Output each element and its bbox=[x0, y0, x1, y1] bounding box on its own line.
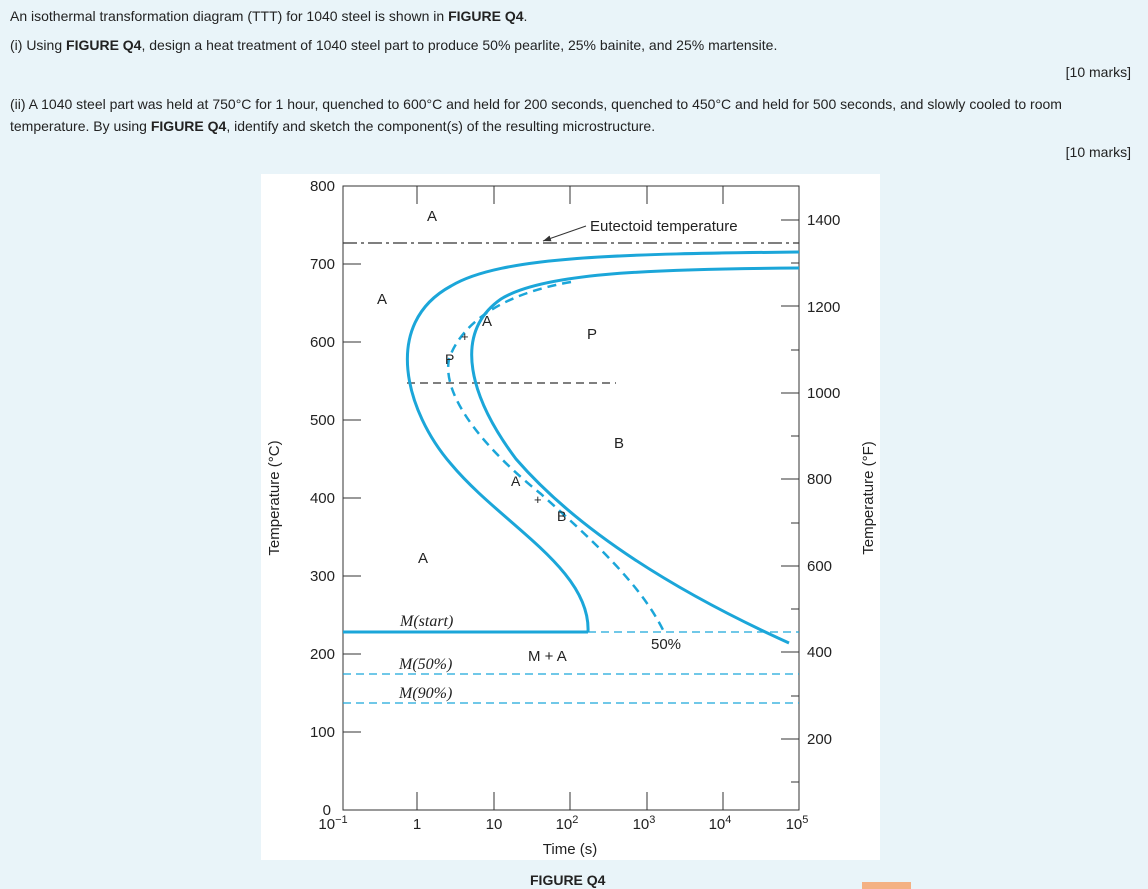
label-a-curve-lower: A bbox=[511, 473, 521, 489]
right-tick-600: 600 bbox=[807, 558, 832, 575]
eutectoid-label: Eutectoid temperature bbox=[590, 218, 738, 235]
marks-part-1: [10 marks] bbox=[1065, 64, 1131, 80]
right-axis-title: Temperature (°F) bbox=[860, 441, 877, 555]
label-a-curve-upper: A bbox=[482, 313, 492, 330]
ttt-diagram: 800 700 600 500 400 300 200 100 0 1400 1… bbox=[266, 178, 877, 858]
right-tick-400: 400 bbox=[807, 644, 832, 661]
x-tick-2: 10 bbox=[486, 816, 503, 833]
left-tick-500: 500 bbox=[310, 412, 335, 429]
right-axis-ticks bbox=[781, 219, 799, 783]
eutectoid-arrow bbox=[542, 225, 587, 242]
label-plus-lower: + bbox=[534, 492, 542, 507]
question-part-1: (i) Using FIGURE Q4, design a heat treat… bbox=[10, 37, 778, 53]
right-axis-labels: 1400 1200 1000 800 600 400 200 bbox=[807, 212, 840, 748]
x-tick-5: 104 bbox=[709, 814, 732, 833]
left-tick-100: 100 bbox=[310, 724, 335, 741]
label-m-start: M(start) bbox=[399, 613, 453, 630]
left-tick-400: 400 bbox=[310, 490, 335, 507]
x-tick-4: 103 bbox=[633, 814, 656, 833]
fifty-percent-curve bbox=[446, 280, 666, 633]
x-tick-1: 1 bbox=[413, 816, 421, 833]
left-axis-title: Temperature (°C) bbox=[266, 440, 283, 555]
x-axis-labels: 10−1 1 10 102 103 104 105 bbox=[318, 814, 808, 833]
left-tick-0: 0 bbox=[323, 802, 331, 819]
top-axis-ticks bbox=[416, 186, 724, 204]
x-axis-title: Time (s) bbox=[543, 841, 597, 858]
right-tick-1400: 1400 bbox=[807, 212, 840, 229]
right-tick-1200: 1200 bbox=[807, 299, 840, 316]
label-m-50: M(50%) bbox=[398, 656, 452, 673]
marks-part-2: [10 marks] bbox=[1065, 144, 1131, 160]
left-tick-600: 600 bbox=[310, 334, 335, 351]
bottom-axis-ticks bbox=[416, 792, 724, 810]
right-tick-800: 800 bbox=[807, 471, 832, 488]
x-tick-6: 105 bbox=[786, 814, 809, 833]
label-m-plus-a: M + A bbox=[528, 648, 567, 665]
right-tick-1000: 1000 bbox=[807, 385, 840, 402]
start-curve bbox=[405, 250, 800, 633]
label-a-top: A bbox=[427, 208, 437, 225]
label-p-dash: P bbox=[445, 351, 454, 367]
question-intro: An isothermal transformation diagram (TT… bbox=[10, 8, 528, 24]
left-axis-ticks bbox=[343, 185, 361, 733]
left-axis-labels: 800 700 600 500 400 300 200 100 0 bbox=[310, 178, 335, 819]
left-tick-800: 800 bbox=[310, 178, 335, 195]
left-tick-700: 700 bbox=[310, 256, 335, 273]
label-plus-upper: + bbox=[461, 329, 469, 344]
right-tick-200: 200 bbox=[807, 731, 832, 748]
x-tick-0: 10−1 bbox=[318, 814, 347, 833]
finish-curve bbox=[470, 266, 800, 645]
figure-q4-panel: 800 700 600 500 400 300 200 100 0 1400 1… bbox=[261, 174, 880, 860]
label-a-low: A bbox=[418, 550, 428, 567]
label-m-90: M(90%) bbox=[398, 685, 452, 702]
orange-tab bbox=[862, 882, 911, 889]
x-tick-3: 102 bbox=[556, 814, 579, 833]
label-fifty-percent: 50% bbox=[651, 636, 681, 653]
label-p-right: P bbox=[587, 326, 597, 343]
label-a-left: A bbox=[377, 291, 387, 308]
figure-caption: FIGURE Q4 bbox=[530, 872, 606, 888]
question-part-2: (ii) A 1040 steel part was held at 750°C… bbox=[10, 96, 1062, 134]
label-b-dash: B bbox=[557, 508, 566, 524]
label-b-right: B bbox=[614, 435, 624, 452]
left-tick-200: 200 bbox=[310, 646, 335, 663]
region-labels: Eutectoid temperature A A A P P B A B A … bbox=[377, 208, 738, 702]
left-tick-300: 300 bbox=[310, 568, 335, 585]
